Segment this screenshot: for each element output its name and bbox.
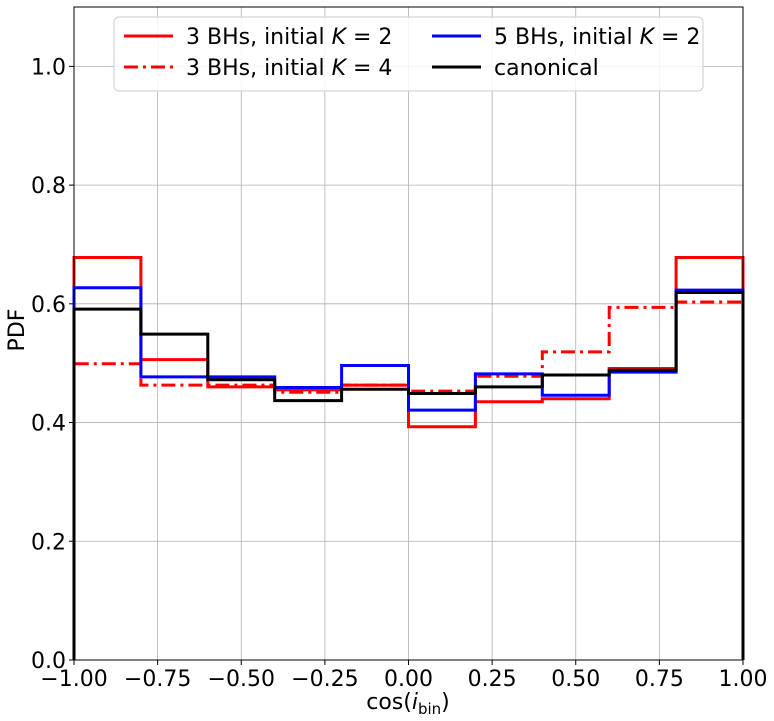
series-line-1 <box>72 300 745 660</box>
x-tick-label-2: −0.50 <box>208 667 275 692</box>
x-axis-label: cos(ibin) <box>366 690 450 718</box>
legend: 3 BHs, initial K = 2 3 BHs, initial K = 4… <box>113 16 704 92</box>
y-tick-label-5: 1.0 <box>31 55 66 80</box>
y-tick-label-1: 0.2 <box>31 530 66 555</box>
y-tick-label-3: 0.6 <box>31 293 66 318</box>
y-tick-label-4: 0.8 <box>31 174 66 199</box>
y-tick-label-0: 0.0 <box>31 649 66 674</box>
series-line-3 <box>72 291 745 660</box>
legend-label-1: 3 BHs, initial K = 4 <box>186 56 392 81</box>
y-axis-label: PDF <box>5 309 30 352</box>
x-tick-label-5: 0.25 <box>468 667 517 692</box>
x-tick-label-3: −0.25 <box>291 667 358 692</box>
x-tick-label-6: 0.50 <box>551 667 600 692</box>
x-tick-label-8: 1.00 <box>719 667 768 692</box>
x-tick-label-0: −1.00 <box>40 667 107 692</box>
legend-label-0: 3 BHs, initial K = 2 <box>186 25 392 50</box>
y-tick-label-2: 0.4 <box>31 412 66 437</box>
grid-lines <box>73 7 744 661</box>
x-tick-label-4: 0.00 <box>384 667 433 692</box>
x-tick-label-1: −0.75 <box>124 667 191 692</box>
legend-box <box>113 16 704 92</box>
axis-ticks: −1.00 −0.75 −0.50 −0.25 0.00 0.25 0.50 0.75 1.00… <box>31 55 767 692</box>
legend-label-2: 5 BHs, initial K = 2 <box>494 25 700 50</box>
x-tick-label-7: 0.75 <box>635 667 684 692</box>
legend-label-3: canonical <box>494 56 599 81</box>
series-line-2 <box>72 286 745 660</box>
series-layer <box>72 256 745 660</box>
